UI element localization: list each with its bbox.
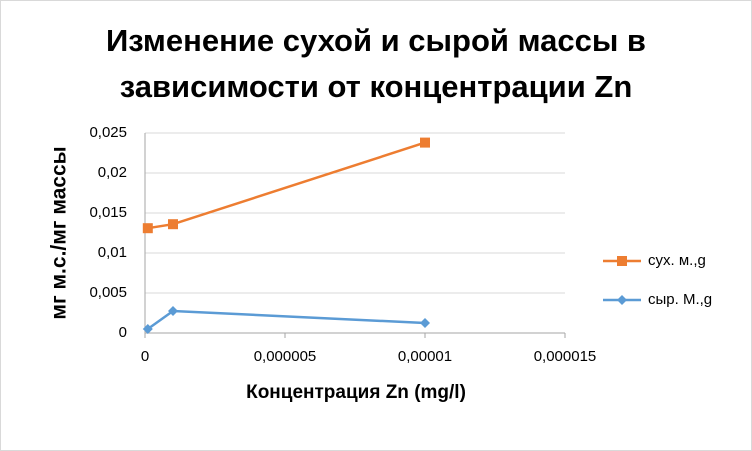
x-tick-label: 0,00001 [398, 348, 452, 365]
x-tick-label: 0 [141, 348, 149, 365]
marker [142, 223, 153, 234]
y-tick-label: 0,02 [98, 164, 127, 181]
y-tick-label: 0 [119, 324, 127, 341]
chart-title: Изменение сухой и сырой массы в зависимо… [106, 23, 646, 104]
marker [420, 137, 430, 148]
x-tick-label: 0,000005 [254, 348, 317, 365]
marker [168, 306, 178, 316]
y-tick-label: 0,025 [89, 124, 127, 141]
marker [420, 318, 430, 328]
legend-marker [617, 256, 627, 266]
x-tick-label: 0,000015 [534, 348, 597, 365]
y-axis-label: мг м.с./мг массы [48, 146, 71, 319]
y-tick-label: 0,005 [89, 284, 127, 301]
marker [142, 324, 153, 334]
legend-label: сыр. М.,g [648, 291, 712, 308]
y-tick-label: 0,01 [98, 244, 127, 261]
x-axis-label: Концентрация Zn (mg/l) [246, 382, 466, 403]
legend-label: сух. м.,g [648, 252, 706, 269]
marker [168, 219, 178, 230]
y-tick-label: 0,015 [89, 204, 127, 221]
legend-marker [617, 295, 627, 305]
